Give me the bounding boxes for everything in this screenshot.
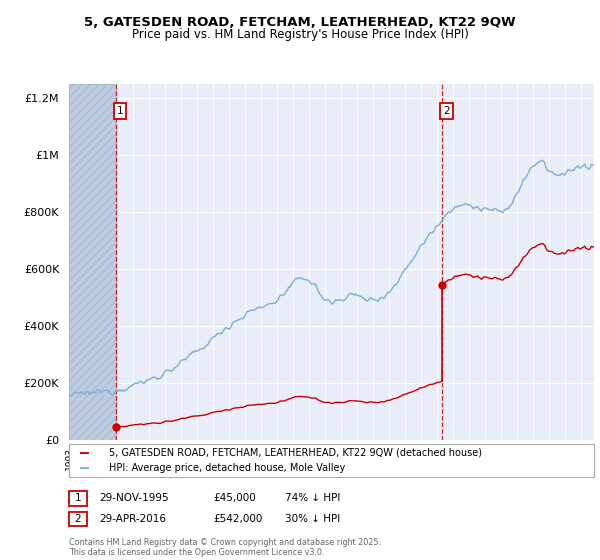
Text: 1: 1 bbox=[116, 106, 123, 116]
Text: HPI: Average price, detached house, Mole Valley: HPI: Average price, detached house, Mole… bbox=[109, 463, 345, 473]
Text: 2: 2 bbox=[74, 514, 82, 524]
Text: 1: 1 bbox=[74, 493, 82, 503]
Text: £542,000: £542,000 bbox=[213, 514, 262, 524]
Text: 29-APR-2016: 29-APR-2016 bbox=[99, 514, 166, 524]
Bar bbox=[69, 84, 116, 440]
Text: 29-NOV-1995: 29-NOV-1995 bbox=[99, 493, 169, 503]
Text: —: — bbox=[80, 445, 89, 460]
Bar bbox=[69, 84, 116, 440]
Text: 2: 2 bbox=[443, 106, 450, 116]
Text: 74% ↓ HPI: 74% ↓ HPI bbox=[285, 493, 340, 503]
Text: £45,000: £45,000 bbox=[213, 493, 256, 503]
Text: Price paid vs. HM Land Registry's House Price Index (HPI): Price paid vs. HM Land Registry's House … bbox=[131, 28, 469, 41]
Text: 30% ↓ HPI: 30% ↓ HPI bbox=[285, 514, 340, 524]
Text: 5, GATESDEN ROAD, FETCHAM, LEATHERHEAD, KT22 9QW (detached house): 5, GATESDEN ROAD, FETCHAM, LEATHERHEAD, … bbox=[109, 448, 482, 458]
Text: Contains HM Land Registry data © Crown copyright and database right 2025.
This d: Contains HM Land Registry data © Crown c… bbox=[69, 538, 381, 557]
Text: —: — bbox=[80, 460, 89, 475]
Text: 5, GATESDEN ROAD, FETCHAM, LEATHERHEAD, KT22 9QW: 5, GATESDEN ROAD, FETCHAM, LEATHERHEAD, … bbox=[84, 16, 516, 29]
